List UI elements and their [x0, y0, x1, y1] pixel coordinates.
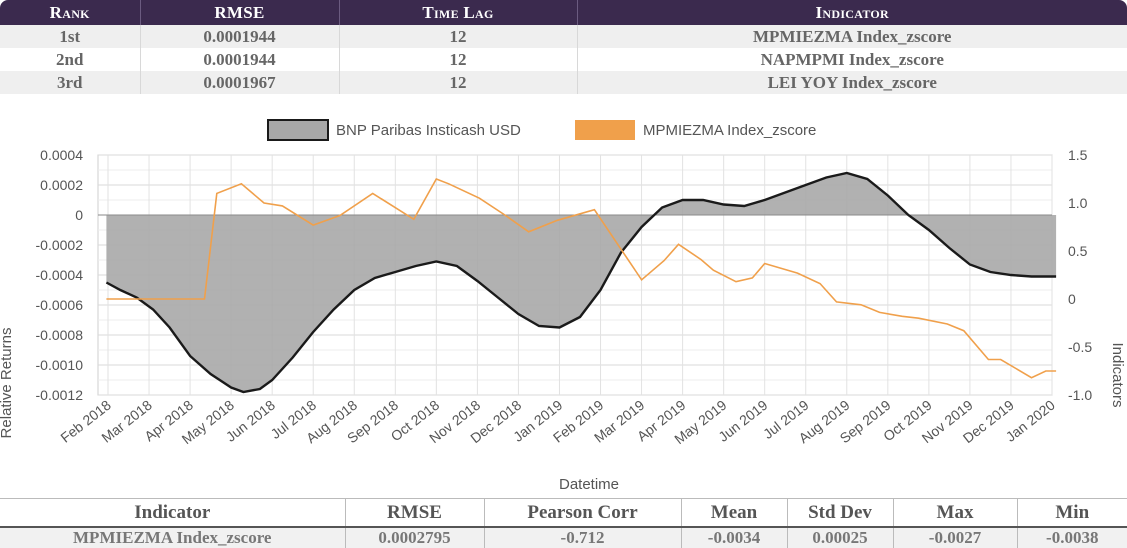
stats-header-max: Max — [892, 498, 1017, 528]
y-tick-label: 0.0002 — [40, 177, 83, 193]
y-tick-label: -0.0002 — [36, 237, 84, 253]
stats-header-std: Std Dev — [786, 498, 893, 528]
indicator-cell: NAPMPMI Index_zscore — [576, 48, 1127, 71]
y-tick-label: -0.0010 — [36, 357, 84, 373]
rank-cell: 2nd — [0, 48, 140, 71]
stats-indicator-cell: MPMIEZMA Index_zscore — [0, 527, 345, 548]
ranking-header-row: Rank RMSE Time Lag Indicator — [0, 0, 1127, 25]
time-lag-cell: 12 — [338, 71, 577, 94]
stats-mean-cell: -0.0034 — [680, 527, 787, 548]
mpmiezma-line[interactable] — [106, 178, 1057, 379]
y-axis-title: Relative Returns — [0, 328, 15, 439]
y2-axis-title: Indicators — [1109, 342, 1126, 407]
rmse-cell: 0.0001944 — [139, 48, 339, 71]
rank-cell: 1st — [0, 25, 140, 48]
y2-tick-label: 0 — [1068, 291, 1076, 307]
stats-header-rmse: RMSE — [344, 498, 484, 528]
stats-row[interactable]: MPMIEZMA Index_zscore 0.0002795 -0.712 -… — [0, 527, 1127, 548]
legend-label-bnp: BNP Paribas Insticash USD — [336, 122, 521, 139]
time-lag-cell: 12 — [338, 25, 577, 48]
y-tick-label: 0.0004 — [40, 147, 83, 163]
indicator-header[interactable]: Indicator — [576, 0, 1127, 25]
stats-std-cell: 0.00025 — [786, 527, 893, 548]
stats-header-indicator: Indicator — [0, 498, 345, 528]
stats-header-pearson: Pearson Corr — [483, 498, 681, 528]
y-tick-label: -0.0008 — [36, 327, 84, 343]
chart-legend[interactable]: BNP Paribas Insticash USD MPMIEZMA Index… — [267, 119, 816, 141]
y2-tick-label: 0.5 — [1068, 243, 1088, 259]
ranking-row[interactable]: 1st 0.0001944 12 MPMIEZMA Index_zscore — [0, 25, 1127, 48]
stats-header-mean: Mean — [680, 498, 787, 528]
y-tick-label: 0 — [75, 207, 83, 223]
bnp-line[interactable] — [105, 171, 1057, 394]
indicator-cell: LEI YOY Index_zscore — [576, 71, 1127, 94]
time-lag-cell: 12 — [338, 48, 577, 71]
bnp-area — [106, 173, 1057, 392]
stats-rmse-cell: 0.0002795 — [344, 527, 484, 548]
area-series-layer — [98, 171, 1057, 394]
legend-label-mpmiezma: MPMIEZMA Index_zscore — [643, 122, 816, 139]
ranking-table: Rank RMSE Time Lag Indicator 1st 0.00019… — [0, 0, 1127, 94]
y2-tick-label: -1.0 — [1068, 387, 1092, 403]
rmse-cell: 0.0001967 — [139, 71, 339, 94]
y2-tick-label: 1.5 — [1068, 147, 1088, 163]
y-tick-label: -0.0004 — [36, 267, 84, 283]
stats-pearson-cell: -0.712 — [483, 527, 681, 548]
stats-header-row: Indicator RMSE Pearson Corr Mean Std Dev… — [0, 498, 1127, 528]
rank-cell: 3rd — [0, 71, 140, 94]
y2-tick-label: 1.0 — [1068, 195, 1088, 211]
stats-min-cell: -0.0038 — [1016, 527, 1127, 548]
legend-swatch-mpmiezma — [575, 120, 635, 140]
y2-tick-label: -0.5 — [1068, 339, 1092, 355]
legend-swatch-bnp — [267, 119, 329, 141]
time-lag-header[interactable]: Time Lag — [338, 0, 577, 25]
stats-max-cell: -0.0027 — [892, 527, 1017, 548]
y-tick-label: -0.0012 — [36, 387, 84, 403]
rmse-header[interactable]: RMSE — [139, 0, 339, 25]
ranking-row[interactable]: 2nd 0.0001944 12 NAPMPMI Index_zscore — [0, 48, 1127, 71]
line-chart: BNP Paribas Insticash USD MPMIEZMA Index… — [0, 119, 1126, 493]
x-axis-title: Datetime — [559, 476, 619, 493]
y-tick-label: -0.0006 — [36, 297, 84, 313]
ranking-row[interactable]: 3rd 0.0001967 12 LEI YOY Index_zscore — [0, 71, 1127, 94]
indicator-cell: MPMIEZMA Index_zscore — [576, 25, 1127, 48]
rmse-cell: 0.0001944 — [139, 25, 339, 48]
rank-header[interactable]: Rank — [0, 0, 140, 25]
stats-header-min: Min — [1016, 498, 1127, 528]
stats-table: Indicator RMSE Pearson Corr Mean Std Dev… — [0, 498, 1127, 548]
